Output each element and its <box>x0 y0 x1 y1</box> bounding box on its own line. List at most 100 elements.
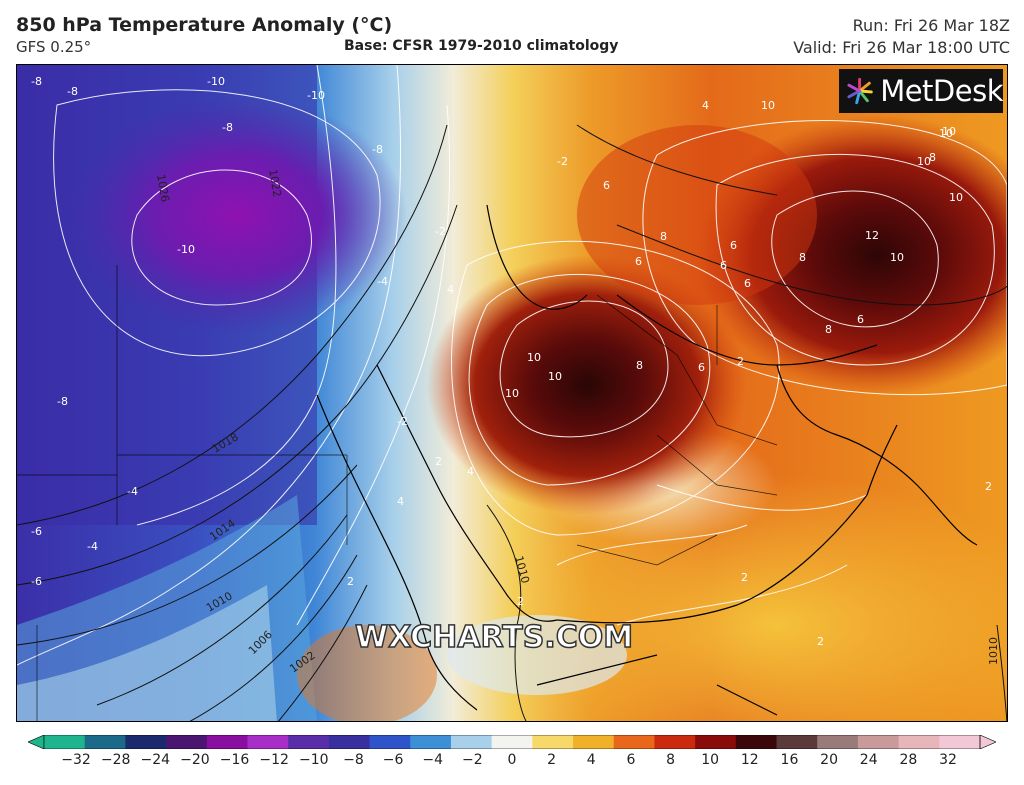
run-time: Run: Fri 26 Mar 18Z <box>852 16 1010 35</box>
colorbar-cell <box>857 735 900 749</box>
anomaly-label: -8 <box>57 395 68 408</box>
colorbar-tick-label: 10 <box>701 752 720 768</box>
colorbar <box>28 735 996 749</box>
anomaly-label: 4 <box>447 283 454 296</box>
colorbar-min-arrow <box>28 735 45 749</box>
colorbar-cell <box>654 735 696 749</box>
colorbar-tick-label: −20 <box>180 752 210 768</box>
map-canvas: -8 -8 -10 -10 -8 -8 -10 -8 -6 -4 -4 -6 -… <box>17 65 1007 721</box>
anomaly-label: 4 <box>467 465 474 478</box>
colorbar-tick-label: −8 <box>343 752 364 768</box>
colorbar-tick-label: 32 <box>939 752 957 768</box>
anomaly-label: 10 <box>890 251 904 264</box>
anomaly-label: -4 <box>127 485 138 498</box>
anomaly-label: 6 <box>857 313 864 326</box>
anomaly-label: 12 <box>865 229 879 242</box>
colorbar-cell <box>369 735 411 749</box>
colorbar-cell <box>939 735 981 749</box>
anomaly-label: -2 <box>557 155 568 168</box>
colorbar-cell <box>450 735 493 749</box>
colorbar-cell <box>491 735 533 749</box>
anomaly-label: -8 <box>222 121 233 134</box>
colorbar-cell <box>247 735 289 749</box>
anomaly-label: -8 <box>67 85 78 98</box>
anomaly-label: -4 <box>87 540 98 553</box>
colorbar-cell <box>776 735 818 749</box>
anomaly-label: 2 <box>347 575 354 588</box>
colorbar-tick-label: −12 <box>259 752 289 768</box>
isobar-label: 1026 <box>154 173 172 203</box>
colorbar-cell <box>898 735 940 749</box>
colorbar-tick-label: 24 <box>859 752 878 768</box>
anomaly-label: -10 <box>307 89 325 102</box>
colorbar-ticks: −32 −28 −24 −20 −16 −12 −10 −8 −6 −4 −2 0 2 4 6 8 10 12 16… <box>0 752 1024 772</box>
colorbar-tick-label: 0 <box>507 752 517 768</box>
anomaly-label: 10 <box>942 125 956 138</box>
anomaly-label: 8 <box>660 230 667 243</box>
colorbar-tick-label: 4 <box>586 752 596 768</box>
metdesk-logo-icon <box>847 77 873 105</box>
model-name: GFS 0.25° <box>16 38 92 56</box>
colorbar-cell <box>573 735 615 749</box>
anomaly-label: -8 <box>31 75 42 88</box>
colorbar-tick-label: −10 <box>299 752 329 768</box>
colorbar-tick-label: 2 <box>547 752 557 768</box>
anomaly-label: 10 <box>917 155 931 168</box>
anomaly-label: 2 <box>435 455 442 468</box>
anomaly-label: 8 <box>636 359 643 372</box>
anomaly-label: 10 <box>939 127 953 140</box>
colorbar-tick-label: −16 <box>219 752 250 768</box>
colorbar-tick-label: −32 <box>61 752 91 768</box>
isobar-label: 1010 <box>987 637 1000 665</box>
anomaly-label: -6 <box>31 525 42 538</box>
colorbar-cell <box>410 735 452 749</box>
anomaly-label: 10 <box>527 351 541 364</box>
colorbar-tick-label: 12 <box>740 752 759 768</box>
anomaly-label: 10 <box>949 191 963 204</box>
climatology-base: Base: CFSR 1979-2010 climatology <box>344 38 619 54</box>
anomaly-label: 6 <box>730 239 737 252</box>
anomaly-label: -2 <box>397 415 408 428</box>
anomaly-label: -2 <box>435 225 446 238</box>
metdesk-logo-text: MetDesk <box>880 74 1003 108</box>
colorbar-cell <box>166 735 208 749</box>
anomaly-label: -10 <box>177 243 195 256</box>
colorbar-tick-label: 16 <box>780 752 799 768</box>
anomaly-map[interactable]: -8 -8 -10 -10 -8 -8 -10 -8 -6 -4 -4 -6 -… <box>16 64 1008 722</box>
anomaly-label: 10 <box>505 387 519 400</box>
anomaly-label: -8 <box>372 143 383 156</box>
colorbar-tick-label: −28 <box>100 752 131 768</box>
anomaly-label: -4 <box>377 275 388 288</box>
anomaly-label: 2 <box>985 480 992 493</box>
anomaly-label: 4 <box>397 495 404 508</box>
anomaly-label: 6 <box>698 361 705 374</box>
anomaly-label: 4 <box>702 99 709 112</box>
anomaly-label: 6 <box>744 277 751 290</box>
wxcharts-watermark: WXCHARTS.COM <box>354 619 634 656</box>
anomaly-label: -10 <box>207 75 225 88</box>
colorbar-cell <box>817 735 859 749</box>
anomaly-label: -6 <box>31 575 42 588</box>
colorbar-cell <box>44 735 86 749</box>
anomaly-label: 8 <box>825 323 832 336</box>
colorbar-cell <box>206 735 248 749</box>
colorbar-tick-label: −4 <box>422 752 444 768</box>
anomaly-label: 6 <box>603 179 610 192</box>
colorbar-cell <box>125 735 167 749</box>
colorbar-border <box>43 735 981 749</box>
anomaly-label: 6 <box>720 259 727 272</box>
colorbar-max-arrow <box>979 735 996 749</box>
colorbar-cell <box>328 735 371 749</box>
anomaly-label: 2 <box>737 355 744 368</box>
colorbar-tick-label: 28 <box>899 752 918 768</box>
anomaly-label: 8 <box>929 151 936 164</box>
anomaly-label: 8 <box>799 251 806 264</box>
metdesk-logo: MetDesk <box>839 69 1003 113</box>
valid-time: Valid: Fri 26 Mar 18:00 UTC <box>793 38 1010 57</box>
colorbar-tick-label: −2 <box>462 752 483 768</box>
colorbar-cell <box>288 735 330 749</box>
anomaly-label: 10 <box>761 99 775 112</box>
colorbar-tick-label: 8 <box>666 752 675 768</box>
anomaly-label: 6 <box>635 255 642 268</box>
colorbar-tick-label: 20 <box>820 752 838 768</box>
